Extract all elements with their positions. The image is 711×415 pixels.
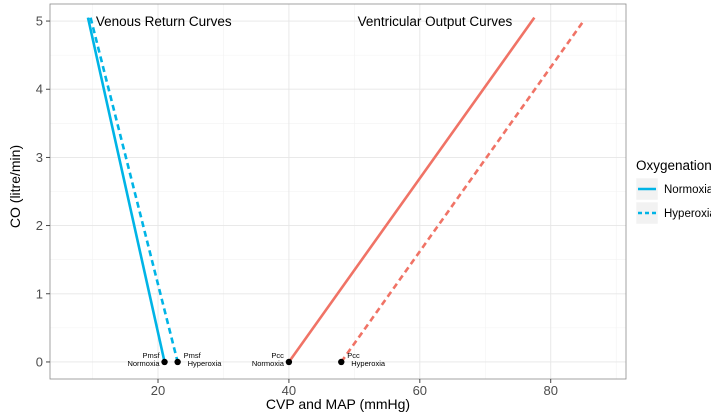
series-lines [86,16,585,363]
x-tick-label: 40 [282,383,296,398]
chart-annotation: Ventricular Output Curves [358,14,513,29]
x-axis-title: CVP and MAP (mmHg) [266,396,410,412]
chart-annotation: Venous Return Curves [96,14,232,29]
grid [50,4,626,379]
x-tick-label: 60 [413,383,427,398]
y-axis-title: CO (litre/min) [7,145,23,228]
point-marker [174,358,181,366]
marker-label-top: Pcc [347,351,360,360]
y-tick-label: 1 [36,286,43,301]
y-tick-label: 4 [36,82,43,97]
marker-label-bottom: Normoxia [127,359,160,368]
legend-label-normoxia: Normoxia [664,184,711,196]
legend: Oxygenation Normoxia Hyperoxia [635,158,711,225]
marker-label-top: Pmsf [184,351,202,360]
y-tick-label: 0 [36,354,43,369]
legend-label-hyperoxia: Hyperoxia [664,208,711,220]
venous-return-normoxia-line [86,17,166,363]
ventricular-output-normoxia-line [287,16,536,363]
marker-label-top: Pmsf [142,351,160,360]
point-markers: PmsfNormoxiaPmsfHyperoxiaPccNormoxiaPccH… [127,351,385,368]
axes: 20 40 60 80 0 1 2 3 4 5 [36,14,558,398]
y-tick-label: 3 [36,150,43,165]
x-tick-label: 20 [151,383,165,398]
point-marker [161,358,168,366]
legend-title: Oxygenation [636,158,711,173]
point-marker [285,358,293,366]
plot-panel-border [49,3,627,380]
point-marker [338,358,345,366]
y-tick-label: 2 [36,218,43,233]
marker-label-bottom: Hyperoxia [351,359,386,368]
marker-label-top: Pcc [271,351,284,360]
x-tick-label: 80 [543,383,557,398]
annotations: Venous Return Curves Ventricular Output C… [96,14,513,29]
y-tick-label: 5 [36,14,43,29]
venous-return-hyperoxia-line [89,17,179,363]
marker-label-bottom: Normoxia [252,359,285,368]
marker-label-bottom: Hyperoxia [188,359,223,368]
